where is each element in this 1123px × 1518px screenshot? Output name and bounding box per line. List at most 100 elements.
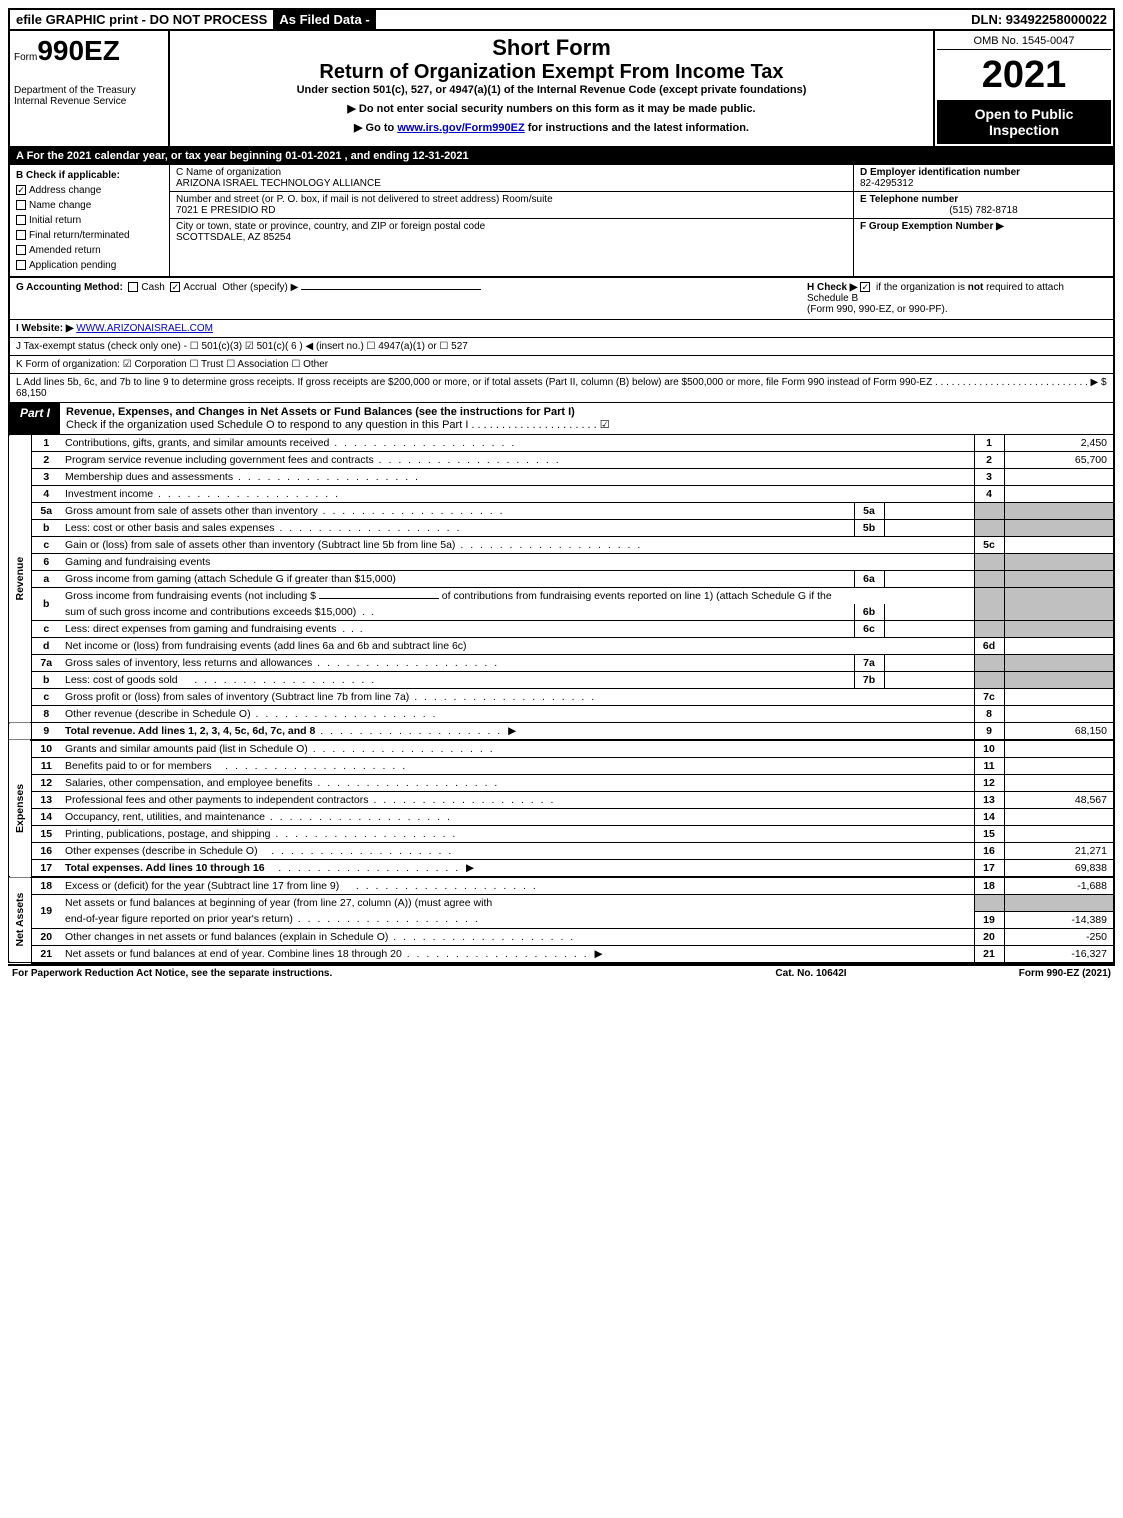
line-19-bot: end-of-year figure reported on prior yea…	[9, 911, 1114, 928]
section-b: B Check if applicable: ✓Address change N…	[10, 165, 170, 276]
line-11: 11 Benefits paid to or for members 11	[9, 758, 1114, 775]
section-c: C Name of organization ARIZONA ISRAEL TE…	[170, 165, 853, 276]
efile-label: efile GRAPHIC print - DO NOT PROCESS	[10, 10, 273, 29]
c-addr-cell: Number and street (or P. O. box, if mail…	[170, 192, 853, 219]
chk-h[interactable]: ✓	[860, 282, 870, 292]
row-i-website: I Website: ▶ WWW.ARIZONAISRAEL.COM	[8, 320, 1115, 338]
row-j-tax-exempt: J Tax-exempt status (check only one) - ☐…	[8, 338, 1115, 356]
h-check: H Check ▶ ✓ if the organization is not r…	[807, 282, 1107, 315]
amt-2: 65,700	[1004, 452, 1114, 469]
amt-14	[1004, 809, 1114, 826]
form-header: Form990EZ Department of the Treasury Int…	[8, 31, 1115, 148]
row-k-form-org: K Form of organization: ☑ Corporation ☐ …	[8, 356, 1115, 374]
amt-3	[1004, 469, 1114, 486]
amt-5c	[1004, 537, 1114, 554]
website-label: I Website: ▶	[16, 323, 74, 334]
line-12: 12 Salaries, other compensation, and emp…	[9, 775, 1114, 792]
amt-19: -14,389	[1004, 911, 1114, 928]
chk-initial-return[interactable]: Initial return	[16, 213, 163, 228]
amt-1: 2,450	[1004, 435, 1114, 452]
chk-name-change[interactable]: Name change	[16, 198, 163, 213]
amt-21: -16,327	[1004, 945, 1114, 963]
line-7b: b Less: cost of goods sold 7b	[9, 672, 1114, 689]
amt-13: 48,567	[1004, 792, 1114, 809]
line-6: 6 Gaming and fundraising events	[9, 554, 1114, 571]
chk-final-return[interactable]: Final return/terminated	[16, 228, 163, 243]
d-value: 82-4295312	[860, 178, 1107, 189]
line-16: 16 Other expenses (describe in Schedule …	[9, 843, 1114, 860]
amt-11	[1004, 758, 1114, 775]
line-18: Net Assets 18 Excess or (deficit) for th…	[9, 877, 1114, 895]
line-5a: 5a Gross amount from sale of assets othe…	[9, 503, 1114, 520]
section-def: D Employer identification number 82-4295…	[853, 165, 1113, 276]
amt-7c	[1004, 689, 1114, 706]
part-1-title: Revenue, Expenses, and Changes in Net As…	[60, 403, 1113, 434]
side-expenses: Expenses	[9, 740, 31, 877]
topbar-spacer	[376, 18, 965, 22]
line-6a: a Gross income from gaming (attach Sched…	[9, 571, 1114, 588]
g-accounting: G Accounting Method: Cash ✓Accrual Other…	[16, 282, 807, 315]
chk-amended-return[interactable]: Amended return	[16, 243, 163, 258]
line-21: 21 Net assets or fund balances at end of…	[9, 945, 1114, 963]
b-heading: B Check if applicable:	[16, 168, 163, 183]
d-label: D Employer identification number	[860, 167, 1107, 178]
instr-1: ▶ Do not enter social security numbers o…	[178, 102, 925, 115]
line-1: Revenue 1 Contributions, gifts, grants, …	[9, 435, 1114, 452]
amt-12	[1004, 775, 1114, 792]
instr-2: ▶ Go to www.irs.gov/Form990EZ for instru…	[178, 121, 925, 134]
form-number-big: 990EZ	[37, 35, 120, 66]
h-text1: if the organization is	[876, 282, 968, 293]
line-7c: c Gross profit or (loss) from sales of i…	[9, 689, 1114, 706]
instr2-suffix: for instructions and the latest informat…	[525, 122, 749, 134]
line-6b-top: b Gross income from fundraising events (…	[9, 588, 1114, 605]
addr-value: 7021 E PRESIDIO RD	[176, 205, 847, 216]
line-3: 3 Membership dues and assessments 3	[9, 469, 1114, 486]
row-l-gross-receipts: L Add lines 5b, 6c, and 7b to line 9 to …	[8, 374, 1115, 403]
part-1-label: Part I	[10, 403, 60, 434]
h-label: H Check ▶	[807, 282, 860, 293]
form-prefix: Form	[14, 52, 37, 63]
line-5c: c Gain or (loss) from sale of assets oth…	[9, 537, 1114, 554]
header-right: OMB No. 1545-0047 2021 Open to Public In…	[933, 31, 1113, 146]
line-15: 15 Printing, publications, postage, and …	[9, 826, 1114, 843]
line-19-top: 19 Net assets or fund balances at beginn…	[9, 895, 1114, 912]
line-5b: b Less: cost or other basis and sales ex…	[9, 520, 1114, 537]
website-link[interactable]: WWW.ARIZONAISRAEL.COM	[76, 323, 213, 334]
amt-8	[1004, 706, 1114, 723]
line-2: 2 Program service revenue including gove…	[9, 452, 1114, 469]
amt-20: -250	[1004, 928, 1114, 945]
c-name-cell: C Name of organization ARIZONA ISRAEL TE…	[170, 165, 853, 192]
line-14: 14 Occupancy, rent, utilities, and maint…	[9, 809, 1114, 826]
line-8: 8 Other revenue (describe in Schedule O)…	[9, 706, 1114, 723]
line-7a: 7a Gross sales of inventory, less return…	[9, 655, 1114, 672]
line-20: 20 Other changes in net assets or fund b…	[9, 928, 1114, 945]
amt-9: 68,150	[1004, 723, 1114, 741]
amt-15	[1004, 826, 1114, 843]
chk-cash[interactable]	[128, 282, 138, 292]
amt-17: 69,838	[1004, 860, 1114, 878]
chk-application-pending[interactable]: Application pending	[16, 258, 163, 273]
h-not: not	[968, 282, 984, 293]
form-subtitle: Under section 501(c), 527, or 4947(a)(1)…	[178, 84, 925, 96]
instr2-prefix: ▶ Go to	[354, 122, 397, 134]
f-label: F Group Exemption Number ▶	[860, 221, 1107, 232]
irs-link[interactable]: www.irs.gov/Form990EZ	[397, 122, 524, 134]
line-9: 9 Total revenue. Add lines 1, 2, 3, 4, 5…	[9, 723, 1114, 741]
city-value: SCOTTSDALE, AZ 85254	[176, 232, 847, 243]
g-label: G Accounting Method:	[16, 282, 123, 293]
open-to-public: Open to Public Inspection	[937, 100, 1111, 144]
footer-mid: Cat. No. 10642I	[711, 968, 911, 979]
amt-6d	[1004, 638, 1114, 655]
chk-accrual[interactable]: ✓	[170, 282, 180, 292]
amt-10	[1004, 740, 1114, 758]
e-label: E Telephone number	[860, 194, 1107, 205]
line-17: 17 Total expenses. Add lines 10 through …	[9, 860, 1114, 878]
gh-row: G Accounting Method: Cash ✓Accrual Other…	[8, 278, 1115, 320]
short-form-label: Short Form	[178, 35, 925, 61]
line-10: Expenses 10 Grants and similar amounts p…	[9, 740, 1114, 758]
amt-4	[1004, 486, 1114, 503]
e-cell: E Telephone number (515) 782-8718	[854, 192, 1113, 219]
header-left: Form990EZ Department of the Treasury Int…	[10, 31, 170, 146]
info-block: B Check if applicable: ✓Address change N…	[8, 165, 1115, 278]
chk-address-change[interactable]: ✓Address change	[16, 183, 163, 198]
